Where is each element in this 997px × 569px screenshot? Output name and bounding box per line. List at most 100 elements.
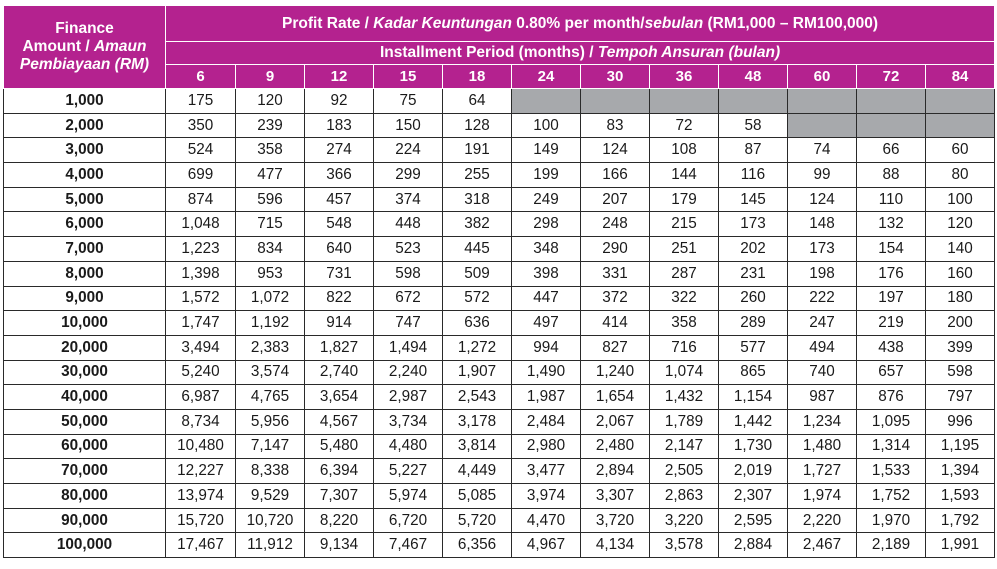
installment-cell: 4,480 (373, 433, 443, 460)
installment-cell: 2,980 (511, 433, 581, 460)
installment-cell: 4,470 (511, 507, 581, 534)
installment-cell: 1,533 (856, 458, 926, 484)
not-available-cell (924, 88, 996, 114)
table-row: 3,000 524 358 274 224 191 149 124 108 87 74 66 60 (3, 137, 996, 164)
installment-cell: 8,220 (304, 507, 374, 534)
installment-cell: 1,792 (924, 507, 996, 534)
installment-cell: 2,595 (718, 507, 788, 534)
finance-amount-cell: 100,000 (3, 532, 166, 559)
installment-cell: 1,072 (235, 285, 305, 312)
not-available-cell (649, 88, 719, 114)
finance-amount-cell: 40,000 (3, 384, 166, 410)
installment-cell: 1,048 (165, 211, 236, 238)
installment-cell: 200 (924, 310, 996, 336)
installment-cell: 1,314 (856, 433, 926, 460)
installment-cell: 116 (718, 162, 788, 188)
installment-cell: 207 (580, 186, 650, 213)
finance-amount-cell: 30,000 (3, 359, 166, 386)
installment-cell: 3,814 (442, 433, 512, 460)
month-header-15: 15 (373, 64, 443, 89)
finance-amount-cell: 6,000 (3, 211, 166, 238)
installment-cell: 199 (511, 162, 581, 188)
installment-cell: 128 (442, 112, 512, 139)
not-available-cell (856, 88, 926, 114)
installment-cell: 657 (856, 359, 926, 386)
installment-cell: 1,195 (924, 433, 996, 460)
installment-cell: 865 (718, 359, 788, 386)
installment-cell: 1,974 (787, 483, 857, 509)
installment-cell: 231 (718, 260, 788, 287)
installment-cell: 58 (718, 112, 788, 139)
installment-cell: 2,740 (304, 359, 374, 386)
table-row: 4,000 699 477 366 299 255 199 166 144 116 99 88 80 (3, 162, 996, 188)
installment-cell: 8,338 (235, 458, 305, 484)
installment-cell: 6,720 (373, 507, 443, 534)
installment-cell: 110 (856, 186, 926, 213)
not-available-cell (787, 88, 857, 114)
installment-cell: 1,752 (856, 483, 926, 509)
installment-cell: 5,480 (304, 433, 374, 460)
installment-cell: 2,894 (580, 458, 650, 484)
installment-cell: 2,240 (373, 359, 443, 386)
installment-cell: 414 (580, 310, 650, 336)
installment-cell: 716 (649, 334, 719, 361)
installment-cell: 2,543 (442, 384, 512, 410)
installment-cell: 3,720 (580, 507, 650, 534)
installment-cell: 331 (580, 260, 650, 287)
installment-cell: 10,480 (165, 433, 236, 460)
installment-cell: 2,884 (718, 532, 788, 559)
installment-cell: 251 (649, 236, 719, 262)
installment-cell: 197 (856, 285, 926, 312)
installment-cell: 1,494 (373, 334, 443, 361)
installment-cell: 1,480 (787, 433, 857, 460)
installment-cell: 8,734 (165, 408, 236, 435)
installment-cell: 1,747 (165, 310, 236, 336)
finance-amount-cell: 10,000 (3, 310, 166, 336)
installment-cell: 247 (787, 310, 857, 336)
finance-amount-cell: 2,000 (3, 112, 166, 139)
installment-cell: 640 (304, 236, 374, 262)
installment-cell: 124 (580, 137, 650, 164)
installment-cell: 202 (718, 236, 788, 262)
installment-cell: 88 (856, 162, 926, 188)
installment-cell: 4,449 (442, 458, 512, 484)
installment-period-header: Installment Period (months) / Tempoh Ans… (164, 41, 996, 65)
installment-cell: 74 (787, 137, 857, 164)
installment-cell: 1,730 (718, 433, 788, 460)
installment-cell: 497 (511, 310, 581, 336)
installment-cell: 5,956 (235, 408, 305, 435)
not-available-cell (511, 88, 581, 114)
installment-cell: 598 (373, 260, 443, 287)
installment-cell: 1,223 (165, 236, 236, 262)
installment-cell: 179 (649, 186, 719, 213)
installment-cell: 2,307 (718, 483, 788, 509)
installment-cell: 1,095 (856, 408, 926, 435)
installment-cell: 274 (304, 137, 374, 164)
month-header-60: 60 (787, 64, 857, 89)
installment-cell: 636 (442, 310, 512, 336)
installment-cell: 6,394 (304, 458, 374, 484)
table-row: 8,000 1,398 953 731 598 509 398 331 287 231 198 176… (3, 260, 996, 287)
installment-cell: 219 (856, 310, 926, 336)
installment-cell: 4,765 (235, 384, 305, 410)
installment-cell: 318 (442, 186, 512, 213)
installment-cell: 2,067 (580, 408, 650, 435)
installment-cell: 348 (511, 236, 581, 262)
finance-amount-cell: 5,000 (3, 186, 166, 213)
installment-cell: 80 (924, 162, 996, 188)
table-row: 90,000 15,720 10,720 8,220 6,720 5,720 4,470 3,… (3, 507, 996, 534)
installment-cell: 60 (924, 137, 996, 164)
installment-cell: 4,134 (580, 532, 650, 559)
installment-cell: 132 (856, 211, 926, 238)
table-body: 1,000 175 120 92 75 64 2,000 350 239 183 150 128 100… (3, 88, 996, 559)
installment-cell: 1,789 (649, 408, 719, 435)
installment-cell: 731 (304, 260, 374, 287)
installment-cell: 834 (235, 236, 305, 262)
finance-amount-cell: 8,000 (3, 260, 166, 287)
installment-cell: 2,505 (649, 458, 719, 484)
table-row: 5,000 874 596 457 374 318 249 207 179 145 124 110 10… (3, 186, 996, 213)
installment-cell: 1,394 (924, 458, 996, 484)
installment-cell: 180 (924, 285, 996, 312)
installment-cell: 987 (787, 384, 857, 410)
table-row: 100,000 17,467 11,912 9,134 7,467 6,356 4,967 4… (3, 532, 996, 559)
